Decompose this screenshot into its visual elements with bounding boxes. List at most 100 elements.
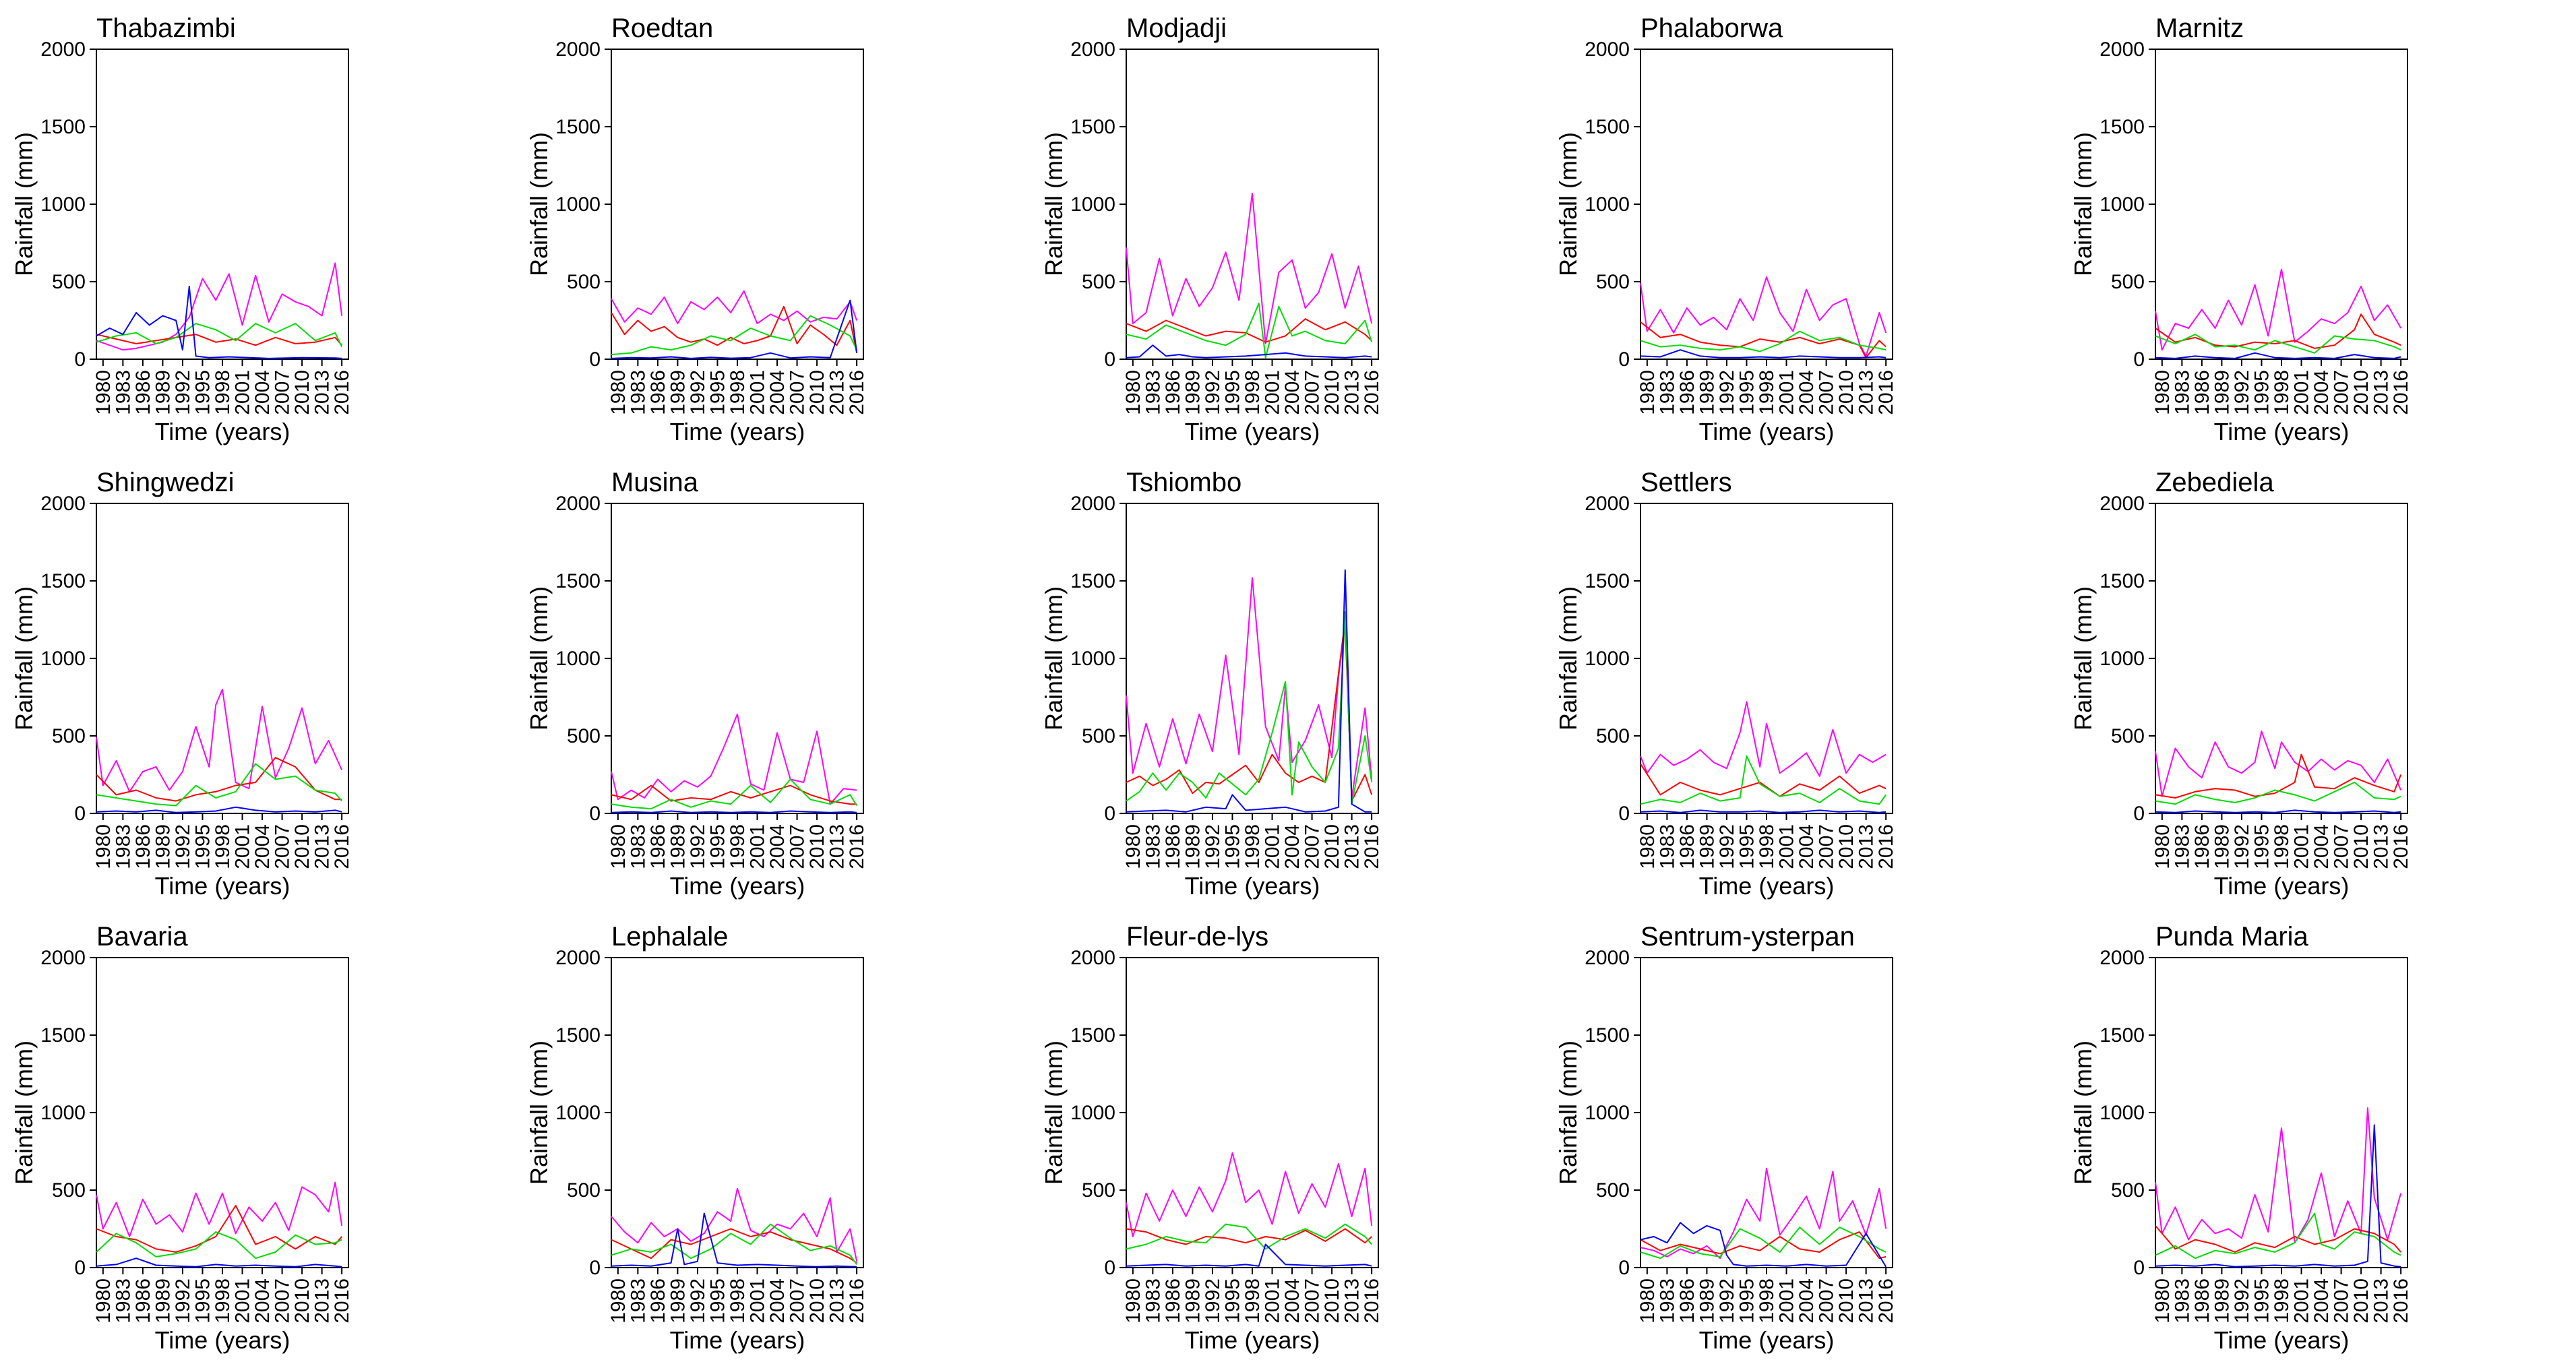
x-tick-label: 1989 [667,1278,689,1324]
x-tick-label: 1980 [2151,1278,2174,1324]
y-tick-label: 1000 [1070,648,1115,670]
y-tick-label: 1000 [555,193,601,216]
series-line [2155,352,2401,359]
chart-panel: Settlers 0 500 1000 1500 2000 1980198319861989… [1554,468,1897,900]
x-tick-label: 1998 [1241,370,1264,415]
y-tick-label: 0 [2133,803,2145,825]
x-tick-label: 2004 [1281,370,1304,415]
x-axis-label: Time (years) [670,1326,805,1354]
y-tick-label: 1500 [40,570,86,592]
x-tick-label: 2007 [1816,1278,1838,1324]
x-tick-label: 2016 [2390,370,2412,415]
series-line [96,1231,342,1260]
x-tick-label: 2004 [766,1278,789,1324]
x-tick-label: 2013 [2370,824,2393,869]
x-tick-label: 1983 [1656,370,1678,415]
x-tick-label: 1989 [1696,370,1718,415]
chart-panel: Tshiombo 0 500 1000 1500 2000 1980198319861989… [1040,468,1383,900]
series-line [96,806,342,813]
y-axis-label: Rainfall (mm) [1040,1040,1068,1185]
series-line [1640,321,1887,359]
y-tick-label: 500 [567,1179,601,1202]
y-tick-label: 1000 [1070,1102,1115,1124]
x-tick-label: 1980 [92,824,115,869]
x-tick-label: 1995 [191,370,214,415]
x-tick-label: 1995 [2250,370,2273,415]
y-tick-label: 1500 [2099,116,2145,138]
series-line [1640,1231,1887,1260]
x-tick-label: 1995 [1221,370,1244,415]
y-tick-label: 2000 [1070,493,1115,515]
series-line [1640,701,1887,777]
x-tick-label: 1995 [706,1278,729,1324]
series-line [96,285,342,359]
y-tick-label: 1000 [1585,193,1630,216]
series-line [1640,349,1887,359]
x-tick-label: 1992 [687,370,709,415]
x-tick-label: 1986 [1676,824,1698,869]
x-tick-label: 1989 [1182,824,1204,869]
x-tick-label: 1989 [667,370,689,415]
y-axis-label: Rainfall (mm) [10,132,38,276]
series-line [96,262,343,351]
x-axis-label: Time (years) [155,872,290,900]
x-tick-label: 2001 [747,1278,769,1324]
y-tick-label: 2000 [40,947,86,969]
x-axis-label: Time (years) [155,418,290,445]
x-tick-label: 1989 [152,1278,174,1324]
y-tick-label: 2000 [1585,38,1630,61]
x-tick-label: 2004 [251,824,274,869]
x-tick-label: 1995 [1736,370,1758,415]
y-tick-label: 0 [1104,348,1115,371]
x-tick-label: 2010 [291,824,313,869]
x-tick-label: 1986 [132,824,154,869]
y-tick-label: 1000 [555,1102,601,1124]
x-tick-label: 1983 [112,1278,134,1324]
y-tick-label: 1500 [555,570,601,592]
series-line [1126,1228,1372,1245]
x-tick-label: 2010 [1321,824,1343,869]
series-line [96,1257,342,1268]
y-tick-label: 500 [1596,725,1630,747]
x-tick-label: 1992 [687,1278,709,1324]
chart-panel: Marnitz050010001500200019801983198619891… [2069,13,2412,445]
x-tick-label: 1986 [647,370,669,415]
y-tick-label: 0 [589,348,601,371]
x-tick-label: 1983 [627,370,649,415]
chart-panel: Fleur-de-lys 0 500 1000 1500 2000 198019831986… [1040,922,1383,1354]
x-axis-label: Time (years) [155,1326,290,1354]
chart-panel: Musina0500100015002000198019831986198919… [525,468,868,900]
x-tick-label: 1986 [1162,1278,1184,1324]
x-tick-label: 2013 [826,824,849,869]
series-line [2155,268,2402,351]
y-tick-label: 1500 [1585,116,1630,138]
y-tick-label: 500 [1082,725,1115,747]
x-axis-label: Time (years) [1699,1326,1835,1354]
x-tick-label: 2004 [2310,824,2333,869]
y-tick-label: 1000 [1585,1102,1630,1124]
x-tick-label: 2013 [1341,1278,1363,1324]
x-tick-label: 2010 [1321,370,1343,415]
y-tick-label: 500 [2111,271,2145,293]
x-tick-label: 1986 [1676,1278,1698,1324]
x-tick-label: 2001 [747,370,769,415]
x-tick-label: 1992 [172,370,194,415]
x-tick-label: 1992 [687,824,709,869]
x-tick-label: 2010 [806,824,828,869]
x-tick-label: 1980 [1636,370,1659,415]
x-tick-label: 1983 [1142,824,1164,869]
series-line [2155,1212,2401,1260]
x-tick-label: 2010 [1835,370,1858,415]
series-line [1640,1167,1887,1260]
series-line [2155,1107,2402,1244]
x-tick-label: 2004 [2310,370,2333,415]
chart-panel: Roedtan050010001500200019801983198619891… [525,13,868,445]
series-line [611,315,858,356]
x-tick-label: 1995 [2250,1278,2273,1324]
x-tick-label: 2007 [1301,370,1324,415]
series-line [611,1223,858,1265]
x-tick-label: 2004 [766,824,789,869]
y-tick-label: 500 [2111,1179,2145,1202]
chart-panel: Phalaborwa050010001500200019801983198619… [1554,13,1897,445]
x-tick-label: 2001 [1776,824,1798,869]
